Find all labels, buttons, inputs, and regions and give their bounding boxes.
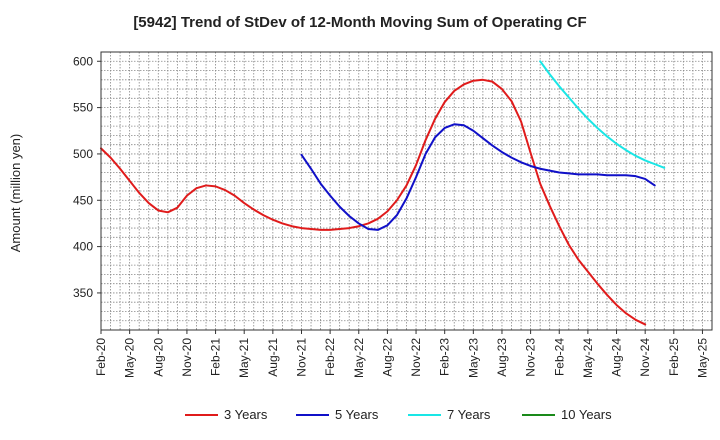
x-tick-label: Aug-20: [151, 338, 165, 377]
chart-title: [5942] Trend of StDev of 12-Month Moving…: [133, 14, 586, 31]
y-tick-label: 600: [73, 54, 93, 68]
y-tick-label: 450: [73, 193, 93, 207]
x-tick-label: Aug-21: [266, 338, 280, 377]
series-line-5-years: [300, 123, 656, 231]
legend: 3 Years 5 Years 7 Years 10 Years: [185, 407, 612, 422]
x-tick-label: Nov-21: [294, 338, 308, 377]
x-tick-label: May-22: [352, 338, 366, 378]
x-tick-label: May-24: [581, 338, 595, 378]
x-tick-label: May-20: [123, 338, 137, 378]
y-tick-label: 400: [73, 240, 93, 254]
x-tick-label: May-25: [695, 338, 709, 378]
y-ticks: 350 400 450 500 550 600: [73, 54, 101, 300]
x-tick-label: Nov-20: [180, 338, 194, 377]
x-tick-label: Aug-22: [380, 338, 394, 377]
x-tick-label: Nov-24: [638, 338, 652, 377]
plot-frame: [100, 51, 713, 331]
y-tick-label: 350: [73, 286, 93, 300]
x-tick-label: Feb-25: [667, 338, 681, 376]
x-tick-label: Feb-22: [323, 338, 337, 376]
x-tick-label: Feb-21: [209, 338, 223, 376]
series-line-3-years: [100, 78, 647, 326]
x-tick-label: Aug-23: [495, 338, 509, 377]
y-tick-label: 550: [73, 101, 93, 115]
series-group: [100, 60, 666, 326]
legend-label-3-years: 3 Years: [224, 407, 268, 422]
x-tick-label: May-21: [237, 338, 251, 378]
legend-label-7-years: 7 Years: [447, 407, 491, 422]
x-tick-label: Nov-22: [409, 338, 423, 377]
x-tick-label: May-23: [466, 338, 480, 378]
y-axis-label: Amount (million yen): [8, 134, 23, 253]
x-tick-label: Feb-24: [552, 338, 566, 376]
legend-label-5-years: 5 Years: [335, 407, 379, 422]
series-line-7-years: [539, 60, 666, 169]
legend-label-10-years: 10 Years: [561, 407, 612, 422]
x-tick-label: Feb-23: [438, 338, 452, 376]
x-tick-label: Feb-20: [94, 338, 108, 376]
x-ticks: Feb-20 May-20 Aug-20 Nov-20 Feb-21 May-21 Aug-…: [94, 330, 709, 378]
grid: [101, 52, 712, 331]
x-tick-label: Nov-23: [524, 338, 538, 377]
y-tick-label: 500: [73, 147, 93, 161]
x-tick-label: Aug-24: [610, 338, 624, 377]
